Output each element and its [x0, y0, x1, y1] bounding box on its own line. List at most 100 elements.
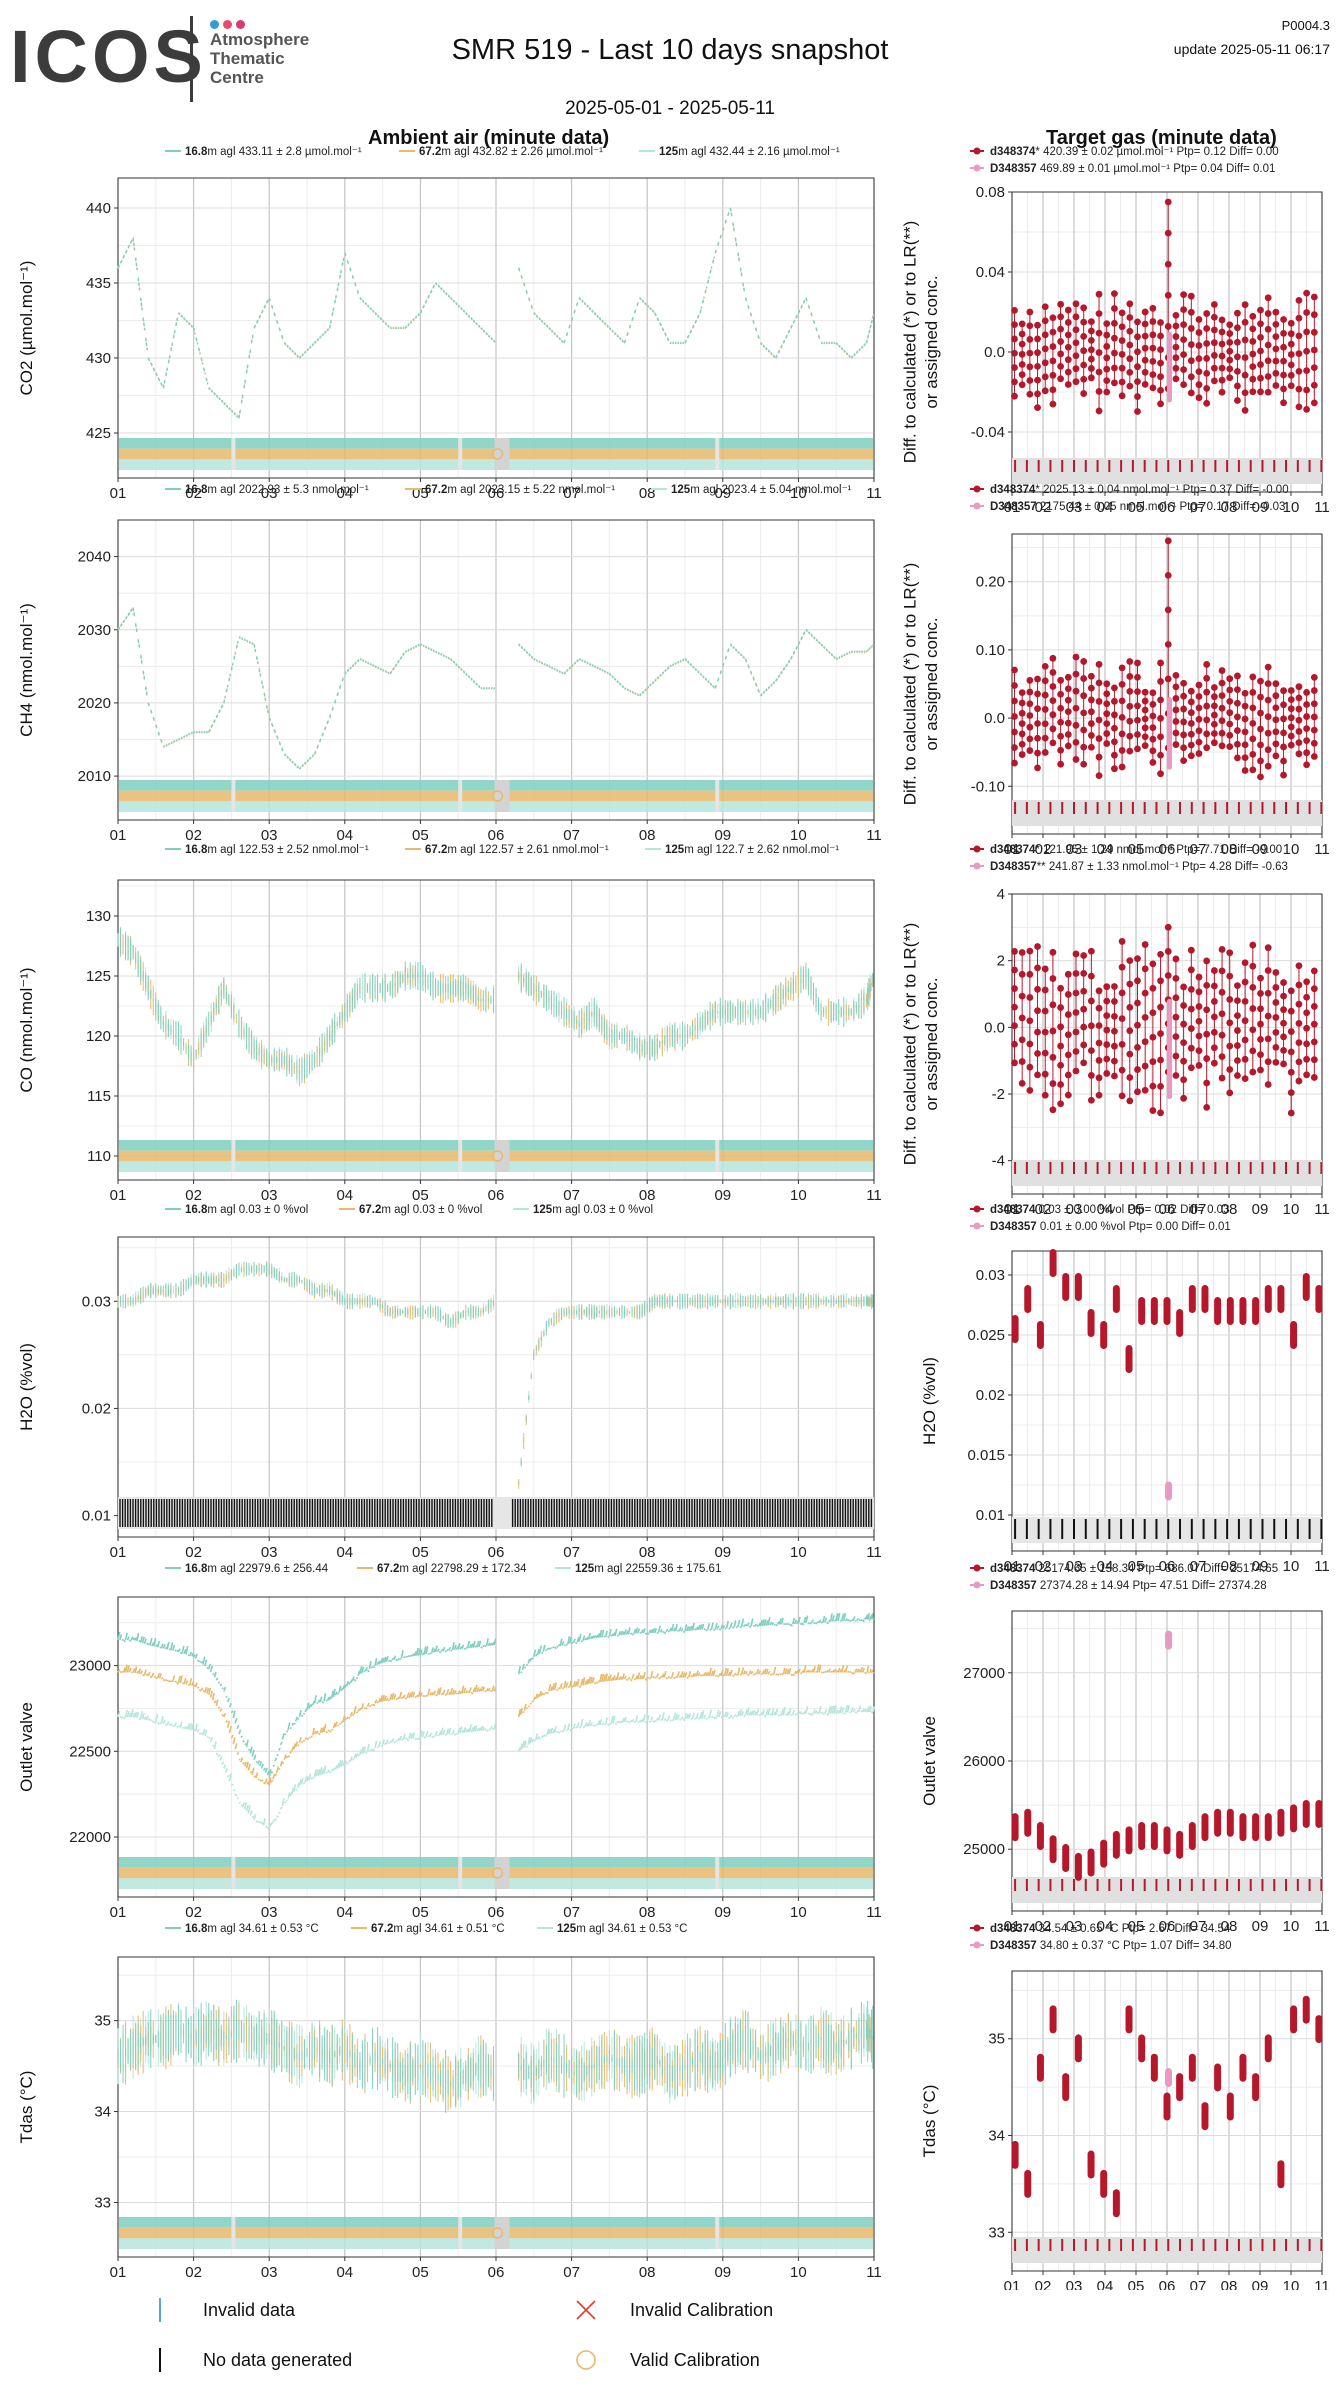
target-point: [1257, 306, 1264, 314]
data-stroke: [790, 655, 793, 660]
data-stroke: [611, 675, 614, 679]
data-stroke: [278, 741, 282, 746]
target-point: [1126, 314, 1134, 321]
data-stroke: [762, 345, 766, 348]
data-stroke: [142, 671, 146, 681]
data-stroke: [399, 656, 403, 660]
data-stroke: [823, 646, 826, 649]
data-stroke: [795, 646, 798, 650]
legend-swatch-dot: [973, 164, 981, 172]
target-point: [1111, 305, 1118, 312]
target-point: [1072, 326, 1080, 334]
target-point: [1241, 354, 1249, 361]
data-stroke: [132, 237, 136, 251]
target-point: [1011, 392, 1018, 400]
data-stroke: [833, 656, 836, 659]
data-stroke: [268, 297, 272, 303]
data-stroke: [543, 663, 546, 666]
update-timestamp: update 2025-05-11 06:17: [1174, 41, 1330, 57]
data-stroke: [477, 325, 481, 328]
target-point: [1264, 944, 1272, 952]
target-point: [1226, 347, 1234, 355]
target-point: [1241, 959, 1249, 967]
data-stroke: [329, 320, 332, 329]
target-point: [1095, 368, 1103, 376]
availability-gap: [458, 438, 463, 470]
target-point: [1041, 373, 1049, 381]
data-stroke: [739, 653, 743, 657]
target-point: [1272, 1058, 1280, 1066]
x-tick-label: 07: [563, 1544, 580, 1561]
x-tick-label: 09: [714, 485, 731, 502]
y-tick-label: 125: [86, 968, 111, 985]
data-stroke: [760, 342, 763, 345]
data-stroke: [374, 312, 378, 315]
data-stroke: [374, 665, 377, 668]
target-point: [1218, 679, 1226, 687]
target-point: [1149, 304, 1157, 312]
target-point: [1272, 692, 1280, 700]
data-stroke: [528, 297, 531, 303]
target-point: [1264, 680, 1272, 688]
target-point: [1272, 999, 1280, 1006]
data-stroke: [334, 698, 337, 704]
target-point: [1057, 676, 1065, 684]
data-stroke: [543, 322, 546, 325]
data-stroke: [235, 415, 239, 418]
target-point: [1257, 320, 1264, 328]
data-stroke: [482, 330, 486, 333]
data-stroke: [173, 739, 176, 742]
legend-entry: 67.2m agl 0.03 ± 0 %vol: [359, 1204, 482, 1216]
target-point: [1149, 331, 1157, 339]
data-stroke: [432, 649, 435, 652]
charts-canvas: 16.8m agl 433.11 ± 2.8 µmol.mol⁻¹ 67.2m a…: [17, 146, 1330, 2290]
target-point: [1195, 1017, 1203, 1025]
target-point: [1195, 368, 1203, 376]
target-point: [1264, 1012, 1272, 1020]
target-point: [1141, 308, 1149, 316]
data-stroke: [178, 738, 181, 741]
data-stroke: [664, 669, 667, 672]
x-tick-label: 08: [639, 485, 656, 502]
data-stroke: [245, 363, 249, 374]
data-stroke: [518, 643, 521, 647]
data-stroke: [588, 307, 592, 310]
target-point: [1049, 975, 1057, 982]
target-point: [1018, 1036, 1026, 1044]
target-point: [1157, 733, 1164, 741]
target-point: [1241, 767, 1249, 774]
target-point: [1111, 738, 1118, 746]
target-point: [1011, 349, 1018, 357]
target-point: [1103, 320, 1111, 328]
data-stroke: [815, 327, 819, 333]
data-stroke: [195, 337, 199, 345]
target-point: [1149, 700, 1157, 708]
target-point: [1264, 1035, 1272, 1043]
target-point: [1303, 328, 1311, 336]
target-point: [1241, 754, 1249, 762]
legend-swatch-dot: [973, 147, 981, 155]
target-point: [1164, 675, 1172, 683]
target-point: [1149, 759, 1157, 766]
target-point: [1210, 313, 1218, 321]
data-stroke: [749, 312, 753, 318]
target-point: [1157, 1030, 1164, 1037]
x-tick-label: 01: [1004, 1201, 1021, 1218]
data-stroke: [797, 641, 801, 645]
data-stroke: [581, 659, 584, 662]
data-stroke: [830, 653, 834, 657]
target-point: [1018, 689, 1026, 697]
x-tick-label: 08: [1221, 499, 1238, 516]
target-point: [1280, 771, 1287, 779]
x-tick-label: 04: [336, 1544, 353, 1561]
target-point: [1310, 985, 1318, 993]
target-point: [1026, 947, 1034, 955]
data-stroke: [840, 654, 844, 657]
y-tick-label: 430: [86, 350, 111, 367]
target-point: [1026, 1017, 1034, 1025]
data-stroke: [286, 756, 289, 759]
legend-entry-height: 67.2: [419, 146, 441, 158]
data-stroke: [838, 656, 841, 659]
target-point: [1287, 340, 1295, 348]
target-point: [1203, 1079, 1211, 1087]
